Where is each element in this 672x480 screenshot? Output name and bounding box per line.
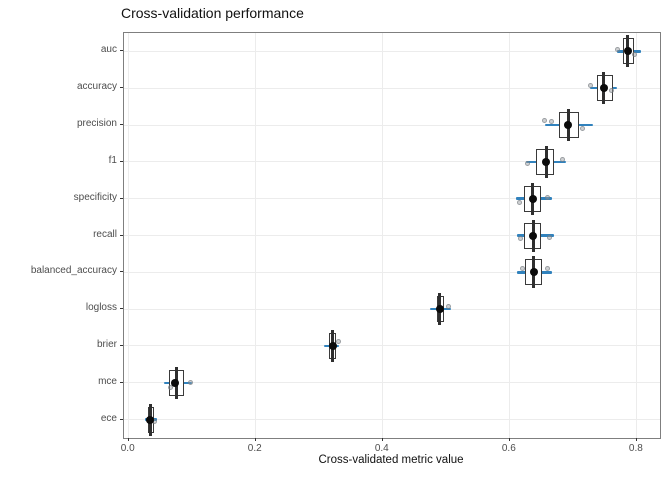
jitter-point [516, 200, 522, 206]
y-tick-mark [120, 344, 123, 346]
grid-line-horizontal [124, 124, 660, 126]
y-tick-mark [120, 160, 123, 162]
jitter-point [580, 125, 586, 131]
grid-line-horizontal [124, 308, 660, 310]
jitter-point [336, 339, 342, 345]
y-tick-label: precision [76, 118, 117, 130]
jitter-point [518, 236, 524, 241]
mean-dot [623, 47, 632, 56]
x-tick-label: 0.0 [120, 443, 135, 454]
x-tick-mark [254, 438, 256, 441]
mean-dot [328, 341, 337, 350]
plot-title: Cross-validation performance [121, 5, 304, 21]
x-tick-label: 0.4 [374, 443, 389, 454]
y-tick-mark [120, 124, 123, 126]
jitter-point [188, 380, 194, 386]
mean-dot [529, 231, 538, 240]
y-tick-label: specificity [73, 191, 117, 203]
y-tick-mark [120, 418, 123, 420]
jitter-point [608, 87, 614, 93]
mean-dot [435, 305, 444, 314]
jitter-point [525, 161, 531, 167]
y-tick-mark [120, 50, 123, 52]
y-tick-label: ece [100, 412, 117, 424]
jitter-point [168, 385, 174, 391]
y-tick-mark [120, 234, 123, 236]
jitter-point [546, 235, 552, 240]
plot-panel [123, 32, 661, 439]
grid-line-horizontal [124, 50, 660, 52]
y-tick-mark [120, 308, 123, 310]
mean-dot [529, 268, 538, 277]
x-tick-mark [508, 438, 510, 441]
x-tick-label: 0.6 [501, 443, 516, 454]
grid-line-horizontal [124, 419, 660, 421]
jitter-point [631, 51, 637, 57]
grid-line-horizontal [124, 198, 660, 200]
y-tick-label: auc [100, 44, 117, 56]
y-tick-mark [120, 381, 123, 383]
x-tick-mark [381, 438, 383, 441]
y-tick-mark [120, 197, 123, 199]
grid-line-horizontal [124, 345, 660, 347]
jitter-point [544, 195, 550, 201]
y-tick-label: mce [98, 375, 117, 387]
mean-dot [146, 415, 155, 424]
mean-dot [599, 84, 608, 93]
mean-dot [564, 121, 573, 130]
jitter-point [542, 117, 548, 123]
grid-line-horizontal [124, 87, 660, 89]
grid-line-horizontal [124, 271, 660, 273]
x-tick-label: 0.2 [247, 443, 262, 454]
mean-dot [528, 194, 537, 203]
mean-dot [171, 378, 180, 387]
y-tick-label: brier [96, 338, 117, 350]
mean-dot [542, 157, 551, 166]
jitter-point [548, 118, 554, 124]
jitter-point [520, 265, 526, 271]
jitter-point [560, 157, 566, 163]
jitter-point [615, 46, 621, 52]
x-tick-label: 0.8 [628, 443, 643, 454]
y-tick-label: balanced_accuracy [30, 265, 117, 277]
y-tick-label: accuracy [76, 81, 117, 93]
grid-line-horizontal [124, 161, 660, 163]
jitter-point [445, 303, 451, 309]
y-tick-label: recall [93, 228, 117, 240]
y-tick-label: logloss [85, 302, 117, 314]
y-tick-label: f1 [108, 154, 117, 166]
x-tick-mark [635, 438, 637, 441]
y-tick-mark [120, 271, 123, 273]
grid-line-horizontal [124, 382, 660, 384]
y-tick-mark [120, 87, 123, 89]
x-axis-title: Cross-validated metric value [318, 454, 464, 466]
jitter-point [588, 82, 593, 88]
jitter-point [544, 265, 550, 271]
grid-line-horizontal [124, 235, 660, 236]
x-tick-mark [127, 438, 129, 441]
